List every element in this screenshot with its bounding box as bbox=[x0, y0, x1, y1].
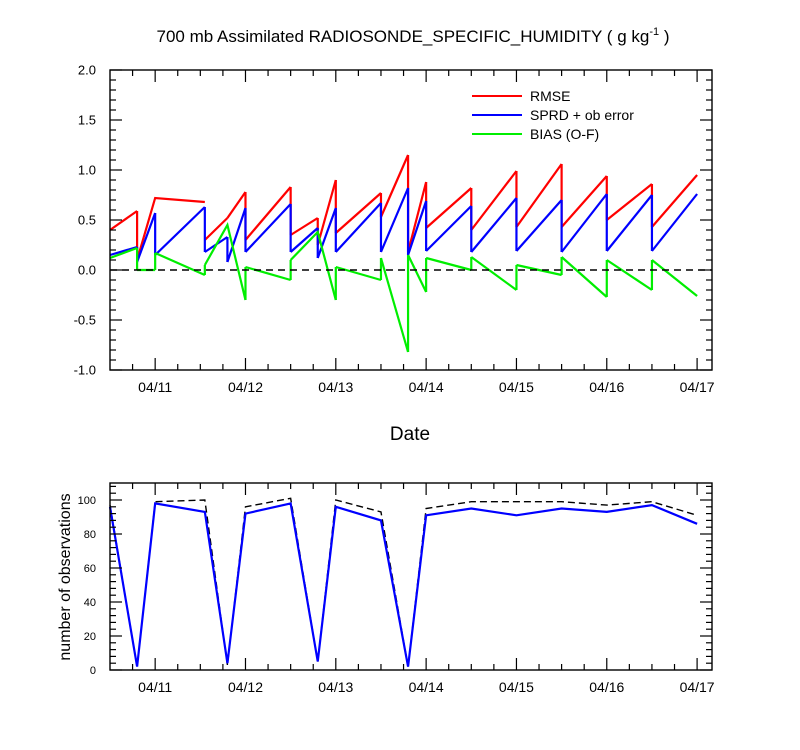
series-segment bbox=[516, 263, 562, 277]
bottom-panel: 04/11 04/12 04/13 04/14 04/15 04/16 04/17 0 20 40… bbox=[78, 482, 715, 695]
series-segment bbox=[244, 203, 292, 253]
y-tick-label: -0.5 bbox=[74, 313, 96, 328]
series-segment bbox=[289, 229, 337, 301]
x-tick-label: 04/14 bbox=[409, 379, 444, 395]
x-tick-label: 04/16 bbox=[589, 679, 624, 695]
series-segment bbox=[154, 206, 206, 256]
y-tick-label: 1.5 bbox=[78, 113, 96, 128]
y-tick-label: 2.0 bbox=[78, 63, 96, 78]
x-axis-label: Date bbox=[390, 424, 430, 445]
y-tick-label: 100 bbox=[78, 495, 96, 507]
series-segment bbox=[136, 212, 157, 263]
y-tick-label: 60 bbox=[84, 563, 96, 575]
series-segment bbox=[204, 217, 229, 241]
series-segment bbox=[470, 256, 518, 291]
chart-title-main: 700 mb Assimilated RADIOSONDE_SPECIFIC_H… bbox=[157, 27, 650, 46]
y-axis-label-bottom: number of observations bbox=[57, 493, 74, 660]
x-tick-label: 04/12 bbox=[228, 679, 263, 695]
series-segment bbox=[407, 254, 428, 293]
series-segment bbox=[515, 199, 563, 252]
series-segment bbox=[651, 174, 698, 228]
y-tick-label: 0.0 bbox=[78, 263, 96, 278]
series-segment bbox=[606, 183, 653, 221]
series-segment bbox=[406, 181, 428, 253]
series-segment bbox=[136, 196, 205, 261]
series-segment bbox=[560, 175, 608, 228]
series-segment bbox=[203, 222, 247, 301]
series-segment bbox=[334, 202, 382, 253]
legend-label: SPRD + ob error bbox=[530, 107, 634, 123]
series-segment bbox=[379, 154, 410, 218]
y-tick-label: 1.0 bbox=[78, 163, 96, 178]
x-tick-label: 04/15 bbox=[499, 679, 534, 695]
series-segment bbox=[109, 246, 138, 260]
series-segment bbox=[289, 227, 319, 253]
series-segment bbox=[605, 194, 653, 252]
top-series-layer bbox=[109, 154, 698, 353]
x-tick-label: 04/15 bbox=[499, 379, 534, 395]
series-possible bbox=[109, 497, 698, 667]
legend: RMSE SPRD + ob error BIAS (O-F) bbox=[472, 88, 634, 142]
series-segment bbox=[425, 187, 473, 229]
series-segment bbox=[379, 187, 410, 253]
series-segment bbox=[651, 259, 698, 297]
y-tick-label: 0 bbox=[90, 665, 96, 677]
series-segment bbox=[379, 257, 410, 353]
y-tick-label: 80 bbox=[84, 529, 96, 541]
series-sprd-ob-error bbox=[109, 187, 698, 263]
series-segment bbox=[560, 193, 608, 253]
series-segment bbox=[335, 192, 382, 234]
top-plot-frame bbox=[109, 69, 713, 371]
x-tick-label: 04/14 bbox=[409, 679, 444, 695]
series-segment bbox=[425, 205, 473, 252]
series-segment bbox=[290, 217, 319, 236]
x-tick-label: 04/11 bbox=[138, 379, 172, 395]
top-axis-ticks: 04/11 04/12 04/13 04/14 04/15 04/16 04/17 -1.0 -… bbox=[74, 63, 715, 395]
y-tick-label: -1.0 bbox=[74, 363, 96, 378]
series-segment bbox=[515, 163, 563, 228]
series-segment bbox=[470, 197, 518, 253]
y-tick-label: 40 bbox=[84, 597, 96, 609]
series-segment bbox=[226, 191, 247, 219]
series-segment bbox=[244, 186, 292, 241]
y-tick-label: 20 bbox=[84, 631, 96, 643]
series-segment bbox=[425, 256, 472, 272]
series-segment bbox=[109, 210, 138, 231]
top-panel: 04/11 04/12 04/13 04/14 04/15 04/16 04/17 -1.0 -… bbox=[74, 63, 715, 395]
bottom-plot-frame bbox=[109, 482, 713, 671]
x-tick-label: 04/13 bbox=[318, 379, 353, 395]
y-tick-label: 0.5 bbox=[78, 213, 96, 228]
legend-label: RMSE bbox=[530, 88, 570, 104]
series-segment bbox=[560, 256, 608, 298]
chart-title-sup: -1 bbox=[649, 26, 659, 38]
x-tick-label: 04/11 bbox=[138, 679, 172, 695]
series-segment bbox=[154, 251, 206, 277]
series-segment bbox=[226, 207, 247, 263]
series-rmse bbox=[109, 154, 698, 261]
x-tick-label: 04/12 bbox=[228, 379, 263, 395]
series-segment bbox=[245, 265, 291, 282]
series-bias-o-f bbox=[109, 222, 698, 353]
series-segment bbox=[316, 179, 337, 246]
bottom-axis-ticks: 04/11 04/12 04/13 04/14 04/15 04/16 04/17 0 20 40… bbox=[78, 483, 715, 695]
chart-title: 700 mb Assimilated RADIOSONDE_SPECIFIC_H… bbox=[157, 26, 670, 46]
series-assimilated bbox=[108, 502, 698, 667]
series-segment bbox=[651, 193, 698, 252]
series-segment bbox=[335, 265, 382, 282]
x-tick-label: 04/17 bbox=[680, 379, 715, 395]
x-tick-label: 04/17 bbox=[680, 679, 715, 695]
chart-title-end: ) bbox=[659, 27, 669, 46]
series-segment bbox=[470, 170, 518, 231]
series-segment bbox=[109, 245, 138, 257]
series-segment bbox=[606, 259, 653, 291]
legend-label: BIAS (O-F) bbox=[530, 126, 599, 142]
series-segment bbox=[316, 207, 337, 259]
series-segment bbox=[407, 200, 428, 256]
bottom-series-layer bbox=[108, 497, 698, 667]
x-tick-label: 04/16 bbox=[589, 379, 624, 395]
x-tick-label: 04/13 bbox=[318, 679, 353, 695]
